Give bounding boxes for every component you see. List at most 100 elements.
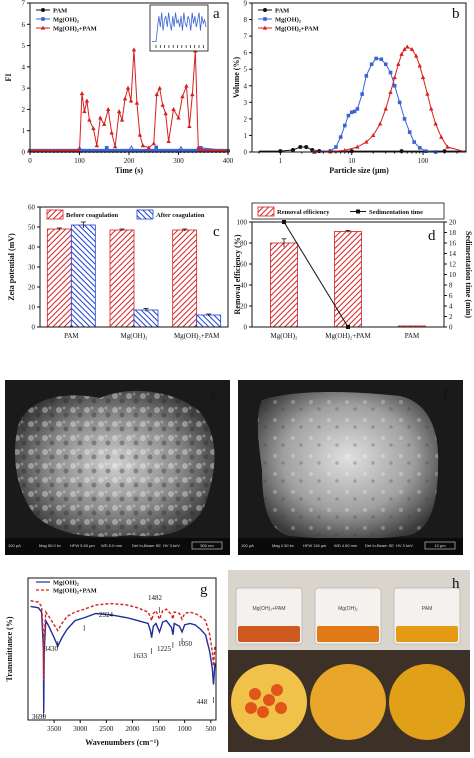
data-point [151,141,156,146]
panel-letter: c [213,224,220,240]
y-tick-label: 5 [244,66,248,74]
data-point [317,149,322,154]
scale-bar-box [191,541,223,550]
data-point [187,124,192,129]
data-point [80,148,84,153]
data-point [405,44,410,49]
y2-tick-label: 6 [449,292,453,300]
data-point [140,143,146,148]
legend-label: Mg(OH)₂+PAM [53,588,97,595]
series-line [258,46,467,153]
sem-info-text: Det In-Beam SE [365,543,394,548]
plot-frame [27,577,217,721]
data-point [346,113,351,118]
legend-swatch [46,209,64,220]
data-point [407,130,412,134]
y2-axis-label: Sedimentation time (min) [464,231,473,318]
data-point [135,148,140,153]
data-point [180,148,185,153]
scale-bar-label: 500 nm [200,543,214,548]
plot-frame [251,2,467,153]
beaker-label: Mg(OH)₂ [338,606,358,612]
data-point [383,106,388,111]
y-axis-label: Transmittance (%) [5,616,14,681]
bar [172,229,198,328]
y-tick-label: 9 [244,0,248,8]
legend-frame [251,202,445,220]
data-point [146,145,151,150]
chart-g: 3500 3000 2500 2000 1500 1000 500 Mg(OH)₂Mg(OH)… [30,580,217,733]
plot-frame [39,206,229,328]
sem-info-text: Mag 2.50 kx [272,543,294,548]
plot-frame [29,2,229,153]
chart-d: 0 20 40 60 80 100 Mg(OH)₂ Mg(OH)₂+PAM PAM 0 2 4 6 8 10… [237,202,473,340]
beaker-liquid [317,626,379,642]
y-tick-label: 1 [244,132,248,140]
chart-a: 0 1 2 3 4 5 6 7 0 100 200 300 400 PAM Mg(OH)₂ Mg(OH)₂+P… [22,0,234,165]
data-point [349,110,354,115]
y-tick-label: 60 [240,261,248,269]
data-point [102,121,107,126]
data-point [173,148,178,153]
panel-letter: d [428,228,436,244]
legend-label: PAM [275,8,289,15]
y-tick-label: 50 [28,224,36,232]
bar [109,229,135,328]
data-point [156,148,161,153]
legend-marker [263,17,267,21]
sem-texture [257,392,439,539]
series-line [30,605,216,713]
sem-info-text: 100 μA [8,543,21,548]
data-point [159,148,164,153]
legend-label: Mg(OH)₂ [53,17,79,24]
floc [271,684,283,696]
sem-info-text: HFW 118 μm [303,543,327,548]
sem-info-bar [5,538,230,555]
y-tick-label: 60 [28,204,36,212]
data-point [392,75,397,80]
data-point [132,148,136,153]
data-point [379,57,384,62]
legend-label: After coagulation [156,212,205,219]
y2-tick-label: 20 [449,219,457,227]
sem-info-text: WD 4.50 mm [334,543,358,548]
x-axis-label: Time (s) [115,166,143,175]
data-point [424,149,428,153]
data-point [146,148,150,153]
y-tick-label: 10 [28,304,36,312]
data-point [91,126,96,131]
legend-label: Mg(OH)₂ [53,580,79,587]
y2-tick-label: 0 [449,324,453,332]
data-point [442,149,447,154]
series-line [30,600,216,681]
data-point [84,98,90,103]
data-point [82,109,87,114]
data-point [433,121,438,126]
data-point [417,146,422,150]
legend-label: Sedimentation time [369,209,423,216]
x-tick-label: Mg(OH)₂ [121,332,148,340]
data-point [128,148,133,153]
x-tick-label: 300 [173,157,184,165]
y-tick-label: 4 [244,82,248,90]
data-point [355,107,360,111]
data-point [338,135,343,139]
data-point [79,91,85,96]
y-tick-label: 80 [240,240,248,248]
data-point [125,85,131,90]
peak-annotation: 1050 [178,640,193,648]
data-point [194,148,199,153]
x-tick-label: Mg(OH)₂ [271,332,298,340]
x-axis-label: Particle size (μm) [329,166,389,175]
y-tick-label: 20 [240,303,248,311]
y-axis-label: Zeta potential (mV) [7,233,16,301]
data-point [388,70,393,75]
sem-info-bar [238,538,463,555]
peak-annotation: 3430 [44,645,59,653]
data-point [360,92,364,96]
y-tick-label: 3 [244,99,248,107]
legend-marker [262,25,268,30]
beaker-label: PAM [422,606,432,612]
data-point [166,138,171,143]
